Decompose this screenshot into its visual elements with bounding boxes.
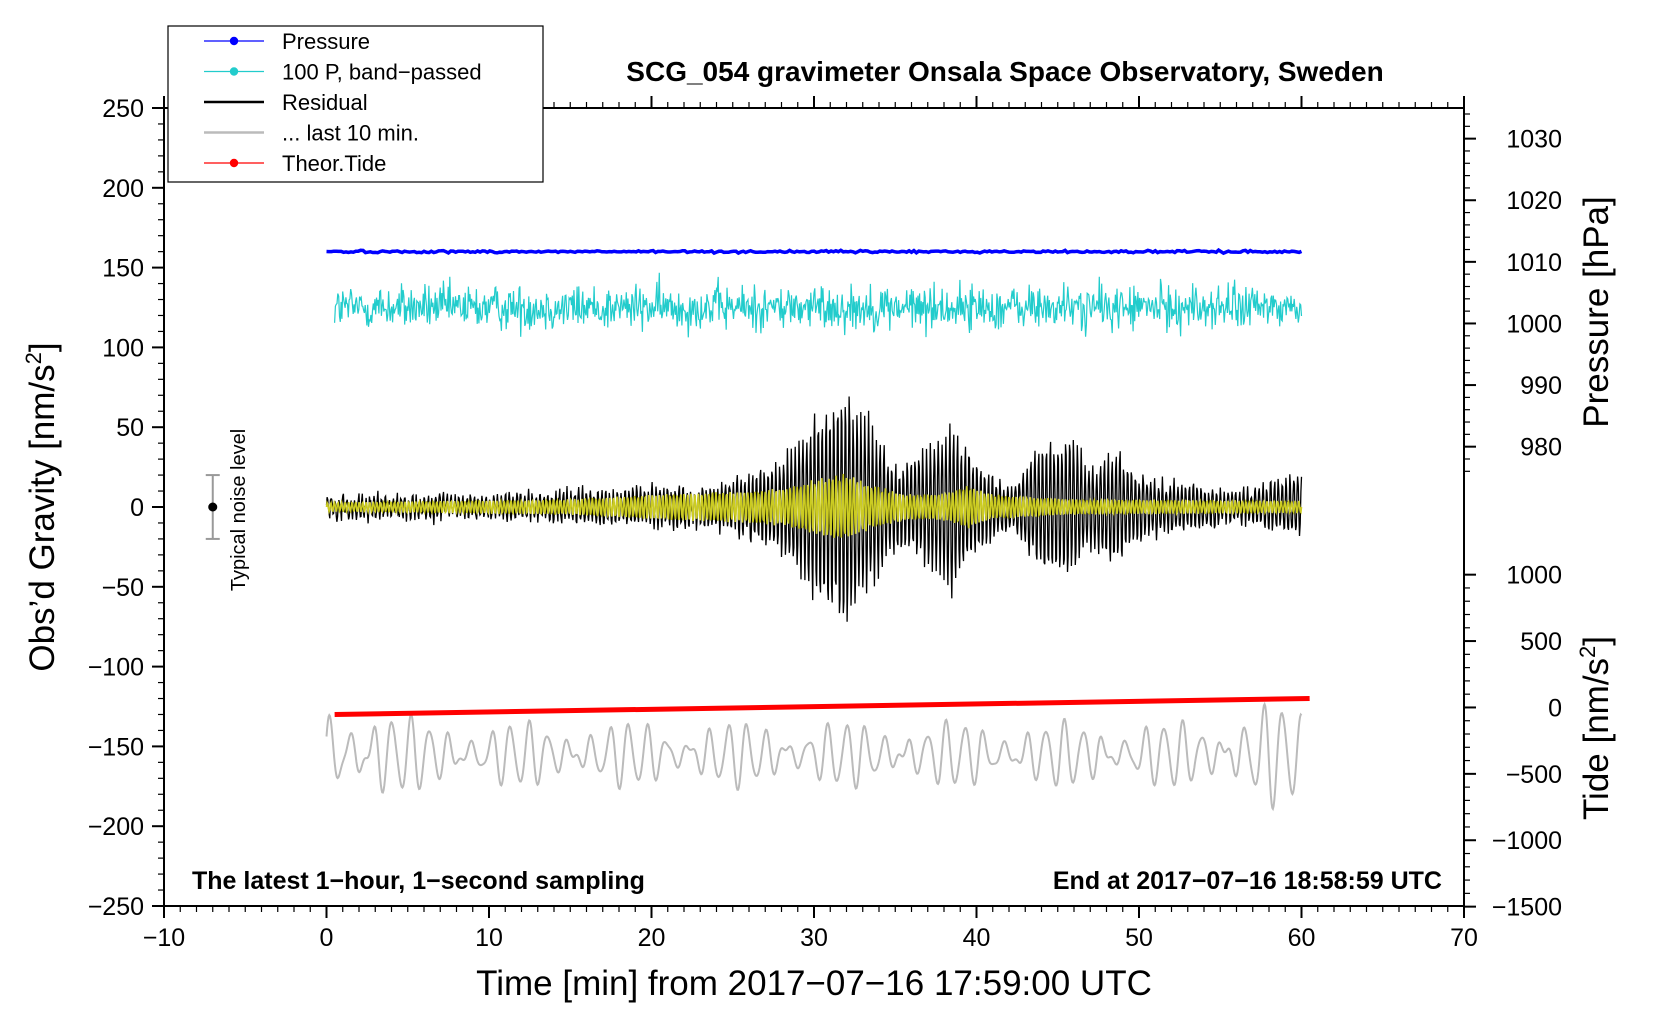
legend-box: [167, 25, 544, 183]
series-pressure: [326, 247, 1303, 256]
x-axis-ticks: −10 0 10 20 30 40 50 60 70: [143, 96, 1478, 952]
y-axis-ticks: −250 −200 −150 −100 −50 0 50 100 150 200 250: [88, 95, 164, 921]
legend-swatch-marker: [229, 158, 239, 168]
noise-level-indicator: [205, 474, 220, 540]
legend-label: 100 P, band−passed: [282, 60, 482, 85]
chart-title: SCG_054 gravimeter Onsala Space Observat…: [626, 56, 1383, 87]
pressure-axis-title: Pressure [hPa]: [1577, 196, 1616, 428]
tide-tick-label: 0: [1548, 694, 1562, 722]
legend-label: Theor.Tide: [282, 151, 386, 176]
tide-axis-title: Tide [nm/s2]: [1575, 636, 1616, 820]
legend: Pressure 100 P, band−passed Residual ... la…: [167, 25, 544, 183]
pressure-tick-label: 1020: [1506, 187, 1562, 215]
x-tick-label: −10: [143, 924, 185, 952]
note-latest-hour: The latest 1−hour, 1−second sampling: [192, 867, 645, 895]
tide-tick-label: −500: [1506, 761, 1562, 789]
noise-level-label: Typical noise level: [228, 429, 250, 591]
x-tick-label: 50: [1125, 924, 1153, 952]
y-tick-label: −150: [88, 733, 144, 761]
series-residual-band-passed: [325, 473, 1303, 538]
y-tick-label: 150: [102, 255, 144, 283]
tide-axis-title-close: ]: [1577, 636, 1616, 646]
y-axis-title-close: ]: [23, 342, 62, 352]
pressure-tick-label: 980: [1520, 434, 1562, 462]
y-tick-label: 0: [130, 494, 144, 522]
pressure-tick-label: 990: [1520, 372, 1562, 400]
legend-label: Residual: [282, 90, 368, 115]
tide-axis-title-text: Tide [nm/s: [1577, 658, 1616, 820]
series-pressure-band-passed: [334, 272, 1303, 338]
y-tick-label: 200: [102, 175, 144, 203]
tide-tick-label: −1000: [1492, 827, 1562, 855]
noise-bar-center-dot: [208, 502, 218, 512]
tide-tick-label: 500: [1520, 628, 1562, 656]
x-tick-label: 30: [800, 924, 828, 952]
x-tick-label: 20: [638, 924, 666, 952]
y-axis-title-text: Obs’d Gravity [nm/s: [23, 364, 62, 671]
x-tick-label: 70: [1450, 924, 1478, 952]
pressure-tick-label: 1000: [1506, 310, 1562, 338]
legend-swatch-marker: [229, 67, 239, 76]
y-tick-label: 250: [102, 95, 144, 123]
x-tick-label: 10: [475, 924, 503, 952]
x-tick-label: 0: [320, 924, 334, 952]
y-tick-label: 50: [116, 414, 144, 442]
y-tick-label: 100: [102, 334, 144, 362]
tide-axis-title-exponent: 2: [1575, 646, 1600, 658]
legend-swatch-marker: [229, 36, 239, 46]
series-theoretical-tide: [334, 696, 1310, 717]
pressure-axis-ticks: 980 990 1000 1010 1020 1030: [1464, 113, 1562, 472]
tide-tick-label: −1500: [1492, 894, 1562, 922]
x-tick-label: 40: [963, 924, 991, 952]
note-end-time: End at 2017−07−16 18:58:59 UTC: [1053, 867, 1442, 895]
y-tick-label: −50: [102, 574, 144, 602]
series-layer: [325, 247, 1310, 812]
pressure-tick-label: 1030: [1506, 126, 1562, 154]
y-axis-title: Obs’d Gravity [nm/s2]: [21, 342, 62, 671]
y-tick-label: −250: [88, 893, 144, 921]
y-tick-label: −100: [88, 654, 144, 682]
y-tick-label: −200: [88, 813, 144, 841]
legend-label: ... last 10 min.: [282, 121, 419, 146]
tide-tick-label: 1000: [1506, 562, 1562, 590]
y-axis-title-exponent: 2: [21, 352, 46, 364]
tide-axis-ticks: −1500 −1000 −500 0 500 1000: [1464, 562, 1562, 922]
x-tick-label: 60: [1288, 924, 1316, 952]
pressure-tick-label: 1010: [1506, 249, 1562, 277]
series-last-10-min: [325, 701, 1303, 812]
legend-label: Pressure: [282, 29, 370, 54]
x-axis-title: Time [min] from 2017−07−16 17:59:00 UTC: [476, 964, 1152, 1003]
